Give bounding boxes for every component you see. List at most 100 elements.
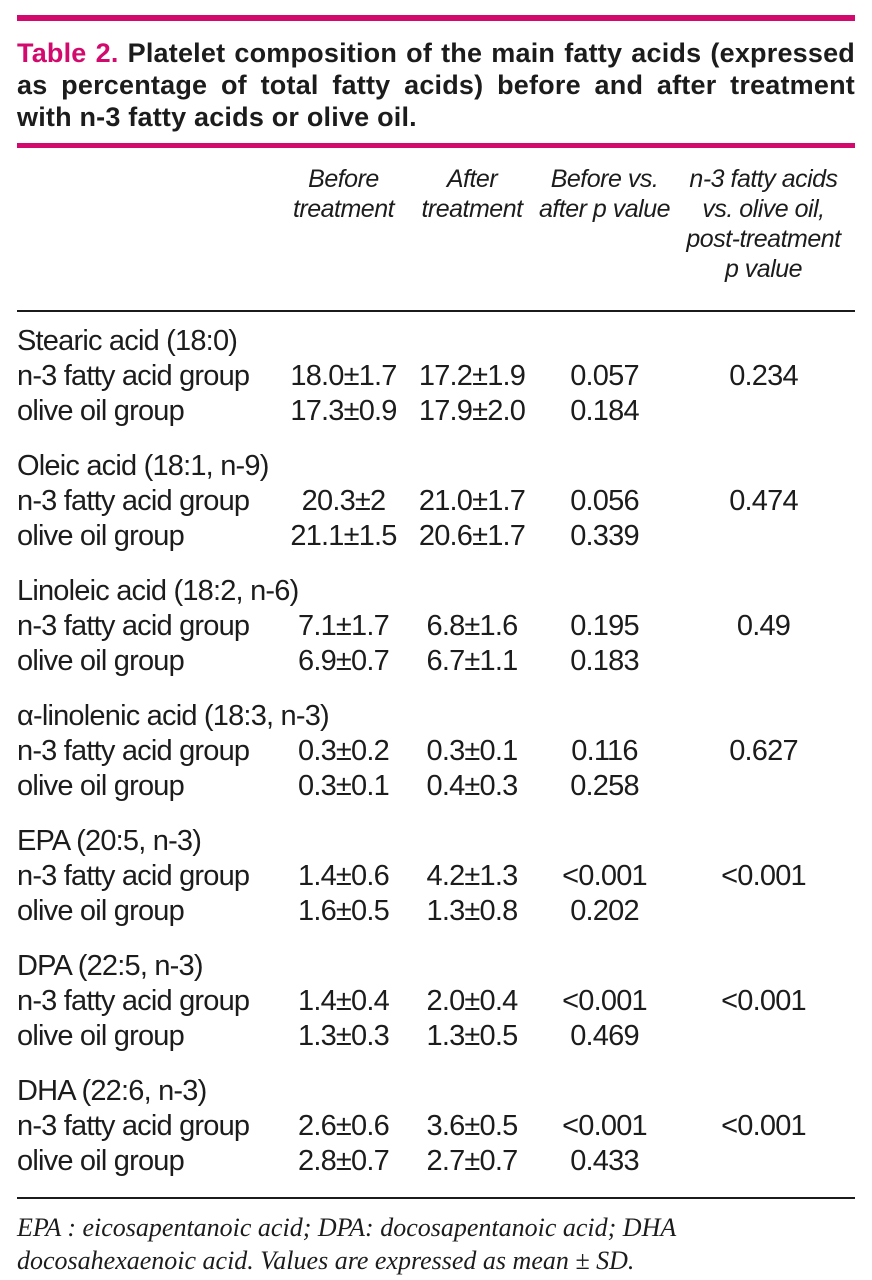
table-header: Before treatment After treatment Before … (17, 148, 855, 312)
cell-value: 0.202 (570, 895, 639, 927)
cell-value: 7.1±1.7 (298, 610, 390, 642)
row-label: olive oil group (17, 645, 185, 677)
section-heading-row: α-linolenic acid (18:3, n-3) (17, 679, 855, 734)
table-body: Stearic acid (18:0) n-3 fatty acid group 1… (17, 311, 855, 1179)
table-title-text: Platelet composition of the main fatty a… (17, 38, 856, 132)
section-heading: DPA (22:5, n-3) (17, 950, 204, 982)
cell-value: 0.4±0.3 (426, 770, 519, 802)
table-row: n-3 fatty acid group 1.4±0.4 2.0±0.4 <0.001… (17, 984, 855, 1019)
cell-value: 0.258 (570, 770, 639, 802)
cell-value: 0.49 (736, 610, 791, 642)
row-label: olive oil group (17, 395, 185, 427)
cell-value: 1.3±0.8 (426, 895, 519, 927)
section-heading-row: Oleic acid (18:1, n-9) (17, 429, 855, 484)
cell-value (672, 519, 855, 554)
cell-value (672, 394, 855, 429)
cell-value: 0.116 (571, 735, 638, 767)
cell-value: 0.057 (570, 360, 639, 392)
cell-value: <0.001 (721, 1110, 807, 1142)
cell-value: 6.8±1.6 (426, 610, 519, 642)
cell-value: 0.474 (729, 485, 798, 517)
row-label: olive oil group (17, 1145, 185, 1177)
cell-value: 2.7±0.7 (426, 1145, 519, 1177)
cell-value: 17.3±0.9 (290, 395, 397, 427)
cell-value: 0.3±0.1 (298, 770, 390, 802)
header-after-treatment: After treatment (407, 148, 537, 312)
cell-value: 3.6±0.5 (426, 1110, 519, 1142)
row-label: n-3 fatty acid group (17, 735, 250, 767)
cell-value: 0.056 (570, 485, 639, 517)
section-heading: Stearic acid (18:0) (17, 325, 238, 357)
section-heading: α-linolenic acid (18:3, n-3) (17, 700, 330, 732)
table-row: n-3 fatty acid group 20.3±2 21.0±1.7 0.056 0… (17, 484, 855, 519)
section-heading-row: DPA (22:5, n-3) (17, 929, 855, 984)
cell-value: 18.0±1.7 (290, 360, 397, 392)
cell-value: 0.234 (729, 360, 798, 392)
section-heading-row: Stearic acid (18:0) (17, 311, 855, 359)
row-label: n-3 fatty acid group (17, 860, 250, 892)
table-row: n-3 fatty acid group 2.6±0.6 3.6±0.5 <0.001… (17, 1109, 855, 1144)
cell-value: 1.6±0.5 (298, 895, 390, 927)
cell-value: <0.001 (721, 985, 807, 1017)
footnote-divider-rule (17, 1197, 855, 1199)
row-label: olive oil group (17, 520, 185, 552)
table-row: olive oil group 6.9±0.7 6.7±1.1 0.183 (17, 644, 855, 679)
table-row: olive oil group 21.1±1.5 20.6±1.7 0.339 (17, 519, 855, 554)
row-label: n-3 fatty acid group (17, 985, 250, 1017)
table-row: olive oil group 1.6±0.5 1.3±0.8 0.202 (17, 894, 855, 929)
cell-value (672, 644, 855, 679)
table-row: olive oil group 1.3±0.3 1.3±0.5 0.469 (17, 1019, 855, 1054)
section-heading: DHA (22:6, n-3) (17, 1075, 207, 1107)
table-row: olive oil group 0.3±0.1 0.4±0.3 0.258 (17, 769, 855, 804)
cell-value (672, 1019, 855, 1054)
cell-value: 0.183 (570, 645, 639, 677)
section-heading-row: DHA (22:6, n-3) (17, 1054, 855, 1109)
header-row-label (17, 148, 280, 312)
cell-value: 1.3±0.5 (426, 1020, 519, 1052)
cell-value: <0.001 (562, 860, 648, 892)
cell-value: 2.6±0.6 (298, 1110, 390, 1142)
table-row: olive oil group 2.8±0.7 2.7±0.7 0.433 (17, 1144, 855, 1179)
row-label: olive oil group (17, 895, 185, 927)
section-heading-row: Linoleic acid (18:2, n-6) (17, 554, 855, 609)
cell-value (672, 894, 855, 929)
table-title: Table 2. Platelet composition of the mai… (17, 37, 855, 133)
cell-value: 0.195 (570, 610, 639, 642)
cell-value: 6.9±0.7 (298, 645, 390, 677)
cell-value: 1.4±0.6 (298, 860, 390, 892)
cell-value (672, 1144, 855, 1179)
cell-value: 2.0±0.4 (426, 985, 519, 1017)
cell-value (672, 769, 855, 804)
row-label: olive oil group (17, 770, 185, 802)
cell-value: 1.3±0.3 (298, 1020, 390, 1052)
section-heading: EPA (20:5, n-3) (17, 825, 202, 857)
table-row: n-3 fatty acid group 0.3±0.2 0.3±0.1 0.116 0… (17, 734, 855, 769)
table-row: olive oil group 17.3±0.9 17.9±2.0 0.184 (17, 394, 855, 429)
row-label: n-3 fatty acid group (17, 1110, 250, 1142)
cell-value: 0.3±0.1 (426, 735, 519, 767)
cell-value: 20.3±2 (301, 485, 386, 517)
row-label: n-3 fatty acid group (17, 485, 250, 517)
header-before-treatment: Before treatment (280, 148, 407, 312)
header-p-before-after: Before vs. after p value (537, 148, 672, 312)
fatty-acid-table: Before treatment After treatment Before … (17, 148, 855, 1179)
cell-value: <0.001 (562, 1110, 648, 1142)
cell-value: 0.433 (570, 1145, 639, 1177)
cell-value: 1.4±0.4 (298, 985, 390, 1017)
cell-value: 6.7±1.1 (426, 645, 519, 677)
header-p-groups: n-3 fatty acids vs. olive oil, post-trea… (672, 148, 855, 312)
section-heading: Linoleic acid (18:2, n-6) (17, 575, 299, 607)
cell-value: 0.184 (570, 395, 639, 427)
cell-value: 0.3±0.2 (298, 735, 390, 767)
table-footnote: EPA : eicosapentanoic acid; DPA: docosap… (17, 1213, 676, 1275)
section-heading: Oleic acid (18:1, n-9) (17, 450, 269, 482)
cell-value: 2.8±0.7 (298, 1145, 390, 1177)
row-label: olive oil group (17, 1020, 185, 1052)
table-header-row: Before treatment After treatment Before … (17, 148, 855, 312)
cell-value: <0.001 (562, 985, 648, 1017)
cell-value: 0.339 (570, 520, 639, 552)
top-accent-rule (17, 15, 855, 21)
cell-value: <0.001 (721, 860, 807, 892)
cell-value: 21.1±1.5 (290, 520, 397, 552)
